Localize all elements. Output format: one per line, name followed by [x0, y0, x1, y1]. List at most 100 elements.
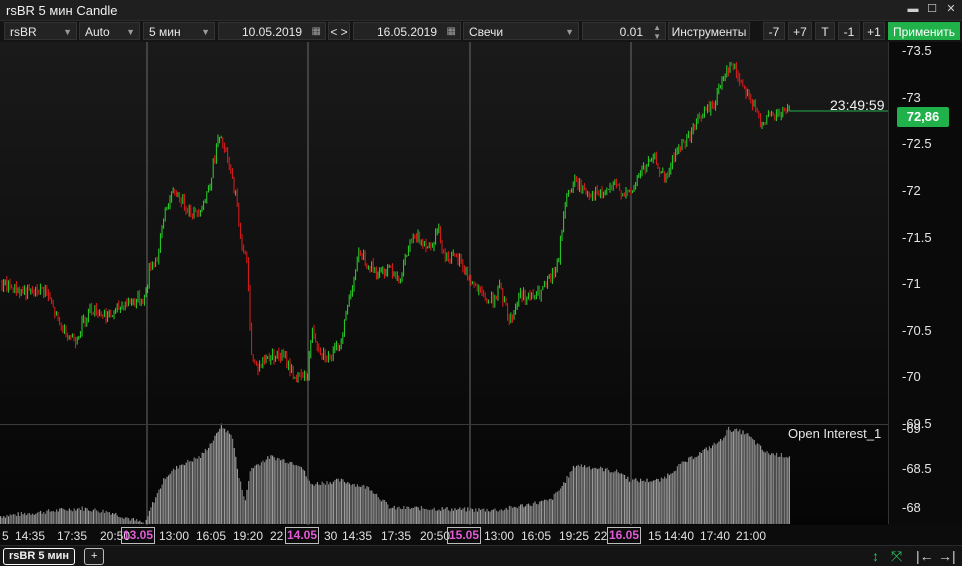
oi-bar — [595, 468, 596, 524]
oi-bar — [8, 516, 9, 524]
nav-next-button[interactable]: > — [341, 25, 348, 39]
oi-bar — [158, 490, 159, 524]
oi-bar — [163, 478, 164, 524]
oi-bar — [448, 510, 449, 524]
spinner-icon[interactable]: ▲▼ — [653, 23, 661, 41]
instruments-button[interactable]: Инструменты — [668, 22, 750, 40]
instrument-select[interactable]: rsBR▼ — [4, 22, 77, 40]
calendar-icon[interactable]: ▦ — [447, 23, 456, 41]
oi-bar — [581, 464, 582, 524]
apply-button[interactable]: Применить — [888, 22, 960, 40]
plus-1-button[interactable]: +1 — [863, 22, 885, 40]
oi-bar — [224, 429, 225, 524]
t-button[interactable]: T — [815, 22, 835, 40]
oi-bar — [53, 511, 54, 524]
oi-bar — [598, 468, 599, 524]
oi-bar — [552, 500, 553, 524]
minimize-icon[interactable]: ▬ — [906, 2, 920, 16]
vertical-fit-icon[interactable]: ↕ — [872, 547, 879, 565]
oi-bar — [781, 453, 782, 524]
calendar-icon[interactable]: ▦ — [312, 23, 321, 41]
oi-bar — [264, 462, 265, 524]
oi-bar — [210, 444, 211, 524]
timeframe-select[interactable]: 5 мин▼ — [143, 22, 215, 40]
oi-bar — [272, 456, 273, 524]
scale-select[interactable]: Auto▼ — [79, 22, 140, 40]
oi-bar — [701, 453, 702, 524]
oi-bar — [338, 479, 339, 524]
oi-bar — [58, 512, 59, 525]
oi-bar — [736, 429, 737, 524]
oi-bar — [739, 429, 740, 524]
oi-bar — [770, 455, 771, 524]
oi-bar — [760, 446, 761, 524]
oi-bar — [762, 450, 763, 524]
time-tick-label: 5 — [2, 529, 9, 543]
oi-bar — [456, 510, 457, 524]
tab-rsbr-5min[interactable]: rsBR 5 мин — [3, 548, 75, 565]
oi-bar — [405, 509, 406, 524]
plus-7-button[interactable]: +7 — [788, 22, 812, 40]
oi-bar — [19, 516, 20, 524]
oi-bar — [725, 436, 726, 524]
period-nav[interactable]: < > — [328, 22, 350, 40]
date-marker-label: 15.05 — [447, 527, 481, 544]
oi-bar — [630, 482, 631, 524]
oi-bar — [238, 478, 239, 524]
oi-bar — [190, 461, 191, 524]
scroll-end-icon[interactable]: →| — [938, 547, 956, 565]
oi-bar — [530, 506, 531, 524]
oi-bar — [477, 512, 478, 524]
oi-bar — [165, 479, 166, 524]
oi-bar — [720, 439, 721, 524]
chevron-down-icon: ▼ — [126, 23, 135, 41]
maximize-icon[interactable]: ☐ — [925, 2, 939, 16]
oi-bar — [498, 512, 499, 524]
oi-bar — [624, 475, 625, 524]
add-tab-button[interactable]: + — [84, 548, 104, 565]
oi-bar — [123, 519, 124, 524]
date-to-value: 16.05.2019 — [377, 25, 437, 39]
scroll-start-icon[interactable]: |← — [916, 547, 934, 565]
close-icon[interactable]: ✕ — [944, 2, 958, 16]
oi-bar — [64, 510, 65, 525]
nav-prev-button[interactable]: < — [330, 25, 337, 39]
step-input[interactable]: 0.01▲▼ — [582, 22, 666, 40]
oi-bar — [442, 507, 443, 524]
oi-bar — [290, 462, 291, 524]
oi-bar — [142, 523, 143, 525]
date-to-input[interactable]: 16.05.2019 ▦ — [353, 22, 461, 40]
oi-bar — [702, 450, 703, 524]
chart-type-select[interactable]: Свечи▼ — [463, 22, 579, 40]
oi-bar — [747, 433, 748, 524]
oi-bar — [363, 485, 364, 524]
oi-bar — [368, 487, 369, 524]
oi-bar — [454, 508, 455, 524]
oi-bar — [322, 482, 323, 524]
oi-bar — [213, 441, 214, 524]
oi-bar — [392, 508, 393, 524]
oi-bar — [69, 508, 70, 524]
open-interest-label: Open Interest_1 — [788, 426, 881, 441]
oi-bar — [426, 509, 427, 524]
oi-bar — [125, 517, 126, 524]
minus-7-button[interactable]: -7 — [763, 22, 785, 40]
oi-bar — [446, 507, 447, 524]
oi-bar — [170, 474, 171, 524]
oi-bar — [208, 448, 209, 524]
time-tick-label: 16:05 — [521, 529, 551, 543]
oi-bar — [421, 506, 422, 524]
oi-bar — [474, 512, 475, 524]
oi-bar — [75, 511, 76, 524]
date-from-input[interactable]: 10.05.2019▦ — [218, 22, 326, 40]
oi-bar — [70, 510, 71, 524]
oi-bar — [304, 471, 305, 524]
oi-bar — [675, 471, 676, 524]
oi-bar — [482, 509, 483, 524]
oi-bar — [110, 515, 111, 524]
oi-bar — [526, 504, 527, 524]
price-chart[interactable] — [0, 42, 888, 525]
fit-screen-icon[interactable]: ⤧ — [891, 547, 902, 565]
oi-bar — [414, 507, 415, 524]
minus-1-button[interactable]: -1 — [838, 22, 860, 40]
